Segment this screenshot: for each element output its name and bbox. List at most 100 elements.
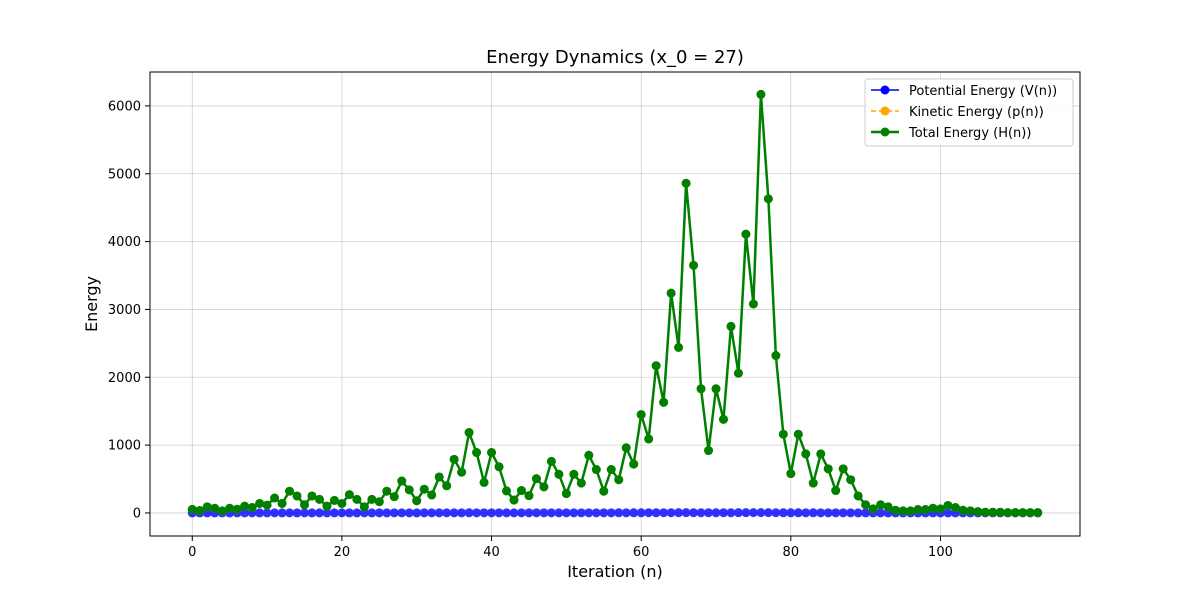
data-point-potential	[816, 508, 826, 518]
data-point-total	[935, 504, 945, 514]
x-tick-label: 80	[783, 545, 800, 560]
data-point-total	[262, 500, 272, 510]
data-point-potential	[748, 508, 758, 518]
data-point-potential	[367, 508, 377, 518]
data-point-potential	[307, 508, 317, 518]
data-point-total	[823, 464, 833, 474]
data-point-total	[502, 486, 512, 496]
data-point-potential	[457, 508, 467, 518]
y-tick-label: 6000	[108, 99, 141, 114]
data-point-potential	[689, 508, 699, 518]
data-point-total	[808, 478, 818, 488]
data-point-total	[292, 491, 302, 501]
data-point-potential	[584, 508, 594, 518]
data-point-total	[883, 502, 893, 512]
data-point-total	[838, 464, 848, 474]
data-point-potential	[389, 508, 399, 518]
data-point-total	[995, 507, 1005, 517]
data-point-potential	[240, 508, 250, 518]
data-point-potential	[569, 508, 579, 518]
data-point-potential	[531, 508, 541, 518]
legend-label-kinetic: Kinetic Energy (p(n))	[909, 105, 1044, 120]
data-point-total	[210, 503, 220, 513]
data-point-total	[561, 489, 571, 499]
data-point-potential	[711, 508, 721, 518]
data-point-total	[741, 229, 751, 239]
data-point-total	[950, 503, 960, 513]
data-point-potential	[277, 508, 287, 518]
data-point-total	[681, 178, 691, 188]
data-point-total	[1003, 508, 1013, 518]
data-point-total	[479, 477, 489, 487]
data-point-potential	[374, 508, 384, 518]
data-point-potential	[419, 508, 429, 518]
data-point-total	[419, 484, 429, 494]
data-point-potential	[778, 508, 788, 518]
data-point-potential	[337, 508, 347, 518]
data-point-total	[524, 491, 534, 501]
data-point-potential	[853, 508, 863, 518]
data-point-total	[494, 462, 504, 472]
data-point-total	[1033, 508, 1043, 518]
legend: Potential Energy (V(n)) Kinetic Energy (…	[864, 78, 1074, 147]
data-point-total	[1025, 508, 1035, 518]
data-point-total	[509, 495, 519, 505]
data-point-total	[778, 429, 788, 439]
data-point-total	[606, 465, 616, 475]
data-point-total	[786, 469, 796, 479]
data-point-potential	[412, 508, 422, 518]
data-point-potential	[876, 508, 886, 518]
data-point-potential	[472, 508, 482, 518]
data-point-potential	[614, 508, 624, 518]
data-point-potential	[651, 508, 661, 518]
y-tick-label: 5000	[108, 167, 141, 182]
data-point-potential	[352, 508, 362, 518]
data-point-potential	[449, 508, 459, 518]
data-point-total	[711, 384, 721, 394]
data-point-total	[554, 469, 564, 479]
data-point-potential	[270, 508, 280, 518]
data-point-total	[576, 478, 586, 488]
data-point-total	[928, 503, 938, 513]
data-point-total	[913, 505, 923, 515]
data-point-potential	[718, 508, 728, 518]
data-point-potential	[801, 508, 811, 518]
data-point-potential	[329, 508, 339, 518]
data-point-potential	[591, 508, 601, 518]
data-point-potential	[696, 508, 706, 518]
data-point-total	[980, 507, 990, 517]
data-point-potential	[621, 508, 631, 518]
data-point-potential	[502, 508, 512, 518]
data-point-total	[539, 482, 549, 492]
data-point-total	[689, 260, 699, 270]
data-point-total	[846, 475, 856, 485]
data-point-potential	[255, 508, 265, 518]
chart-title: Energy Dynamics (x_0 = 27)	[486, 47, 744, 68]
data-point-potential	[524, 508, 534, 518]
data-point-potential	[561, 508, 571, 518]
data-point-total	[464, 428, 474, 438]
data-point-potential	[599, 508, 609, 518]
data-point-potential	[427, 508, 437, 518]
data-point-total	[591, 465, 601, 475]
data-point-total	[232, 504, 242, 514]
data-point-potential	[494, 508, 504, 518]
y-axis-ticks: 0 1000 2000 3000 4000 5000 6000	[108, 99, 150, 521]
data-point-potential	[300, 508, 309, 518]
data-point-total	[906, 506, 916, 516]
data-point-potential	[314, 508, 324, 518]
data-point-total	[584, 450, 594, 460]
data-point-total	[270, 493, 280, 503]
data-point-potential	[733, 508, 743, 518]
data-point-total	[337, 498, 347, 508]
data-point-potential	[823, 508, 833, 518]
data-point-total	[344, 490, 354, 500]
data-point-total	[644, 434, 654, 444]
data-point-total	[965, 506, 975, 516]
data-point-total	[876, 500, 886, 510]
data-point-total	[277, 498, 287, 508]
data-point-total	[718, 414, 728, 424]
data-point-potential	[786, 508, 796, 518]
data-point-total	[861, 500, 871, 510]
data-point-potential	[434, 508, 444, 518]
